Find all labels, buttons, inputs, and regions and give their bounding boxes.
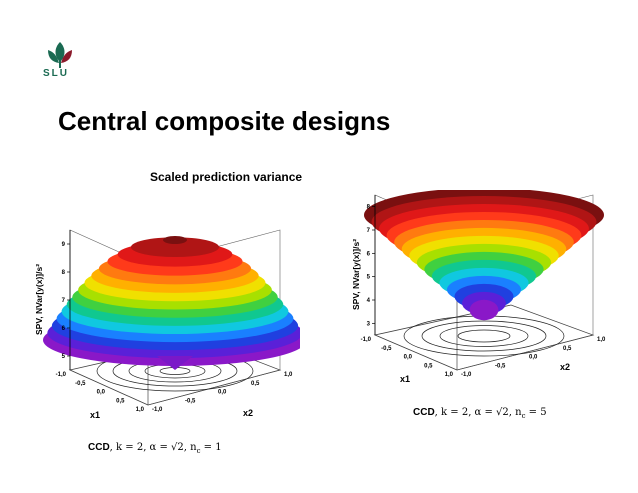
- slu-leaf-logo-icon: [48, 42, 72, 68]
- surface-dome: [43, 236, 300, 370]
- xtick-label: 0,0: [529, 355, 538, 361]
- xtick-label: 0,5: [424, 363, 433, 369]
- xtick-label: 0,5: [251, 381, 260, 387]
- xtick-label: 1,0: [284, 372, 293, 378]
- dome-band: [130, 237, 220, 258]
- xtick-label: 1,0: [136, 407, 145, 413]
- xtick-label: 0,0: [404, 355, 413, 361]
- bowl-band: [469, 299, 499, 321]
- xtick-label: -1,0: [56, 372, 67, 378]
- ytick-label: 3: [367, 321, 371, 327]
- x1label-right: x1: [400, 374, 410, 384]
- ytick-label: 6: [62, 326, 66, 332]
- caption-left: CCD, k = 2, α = √2, nc = 1: [88, 442, 222, 455]
- xtick-label: 1,0: [445, 372, 454, 378]
- x2label-right: x2: [560, 362, 570, 372]
- caption-left-sub: c: [196, 447, 201, 455]
- ytick-label: 8: [62, 270, 66, 276]
- spv-plot-left: 5 6 7 8 9 SPV, NVar[y(x)]/s² -1,0 -0,5 0,0 0,5 1…: [34, 229, 300, 420]
- dome-tip: [157, 356, 193, 370]
- floor-right: [373, 304, 595, 371]
- ytick-label: 5: [62, 354, 66, 360]
- x1label-left: x1: [90, 410, 100, 420]
- contours-right: [403, 315, 565, 357]
- xtick-label: 0,5: [563, 346, 572, 352]
- xtick-label: -0,5: [495, 363, 506, 369]
- xtick-label: -1,0: [461, 372, 472, 378]
- xtick-label: 1,0: [597, 337, 606, 343]
- xtick-label: -1,0: [152, 407, 163, 413]
- x2label-left: x2: [243, 408, 253, 418]
- caption-left-end: = 1: [200, 442, 222, 453]
- dome-band: [163, 236, 187, 244]
- caption-right-end: = 5: [525, 407, 547, 418]
- caption-left-bold: CCD: [88, 442, 110, 453]
- ytick-label: 7: [62, 298, 66, 304]
- slide-title: Central composite designs: [58, 106, 391, 136]
- caption-right-rest: , k = 2, α = √2, n: [434, 407, 522, 418]
- ytick-label: 4: [367, 298, 371, 304]
- caption-right-sub: c: [521, 412, 526, 420]
- plot-subtitle: Scaled prediction variance: [150, 170, 303, 184]
- caption-right: CCD, k = 2, α = √2, nc = 5: [413, 407, 547, 420]
- ytick-label: 8: [367, 205, 371, 211]
- surface-bowl: [364, 190, 604, 321]
- ytick-label: 7: [367, 228, 371, 234]
- caption-right-bold: CCD: [413, 407, 435, 418]
- ytick-label: 6: [367, 251, 371, 257]
- ylabel-right: SPV, NVar[y(x)]/s²: [351, 239, 361, 310]
- caption-left-rest: , k = 2, α = √2, n: [109, 442, 197, 453]
- xtick-label: -0,5: [75, 381, 86, 387]
- ytick-label: 9: [62, 242, 66, 248]
- xtick-label: -0,5: [185, 398, 196, 404]
- logo-text: SLU: [43, 68, 69, 79]
- xtick-label: 0,0: [97, 390, 106, 396]
- ylabel-left: SPV, NVar[y(x)]/s²: [34, 264, 44, 335]
- xtick-label: -0,5: [381, 346, 392, 352]
- xtick-label: 0,5: [116, 398, 125, 404]
- ytick-label: 5: [367, 275, 371, 281]
- xtick-label: 0,0: [218, 390, 227, 396]
- spv-plot-right: 3 4 5 6 7 8 SPV, NVar[y(x)]/s² -1,0 -0,5 0,0 0,5…: [351, 190, 606, 384]
- xtick-label: -1,0: [361, 337, 372, 343]
